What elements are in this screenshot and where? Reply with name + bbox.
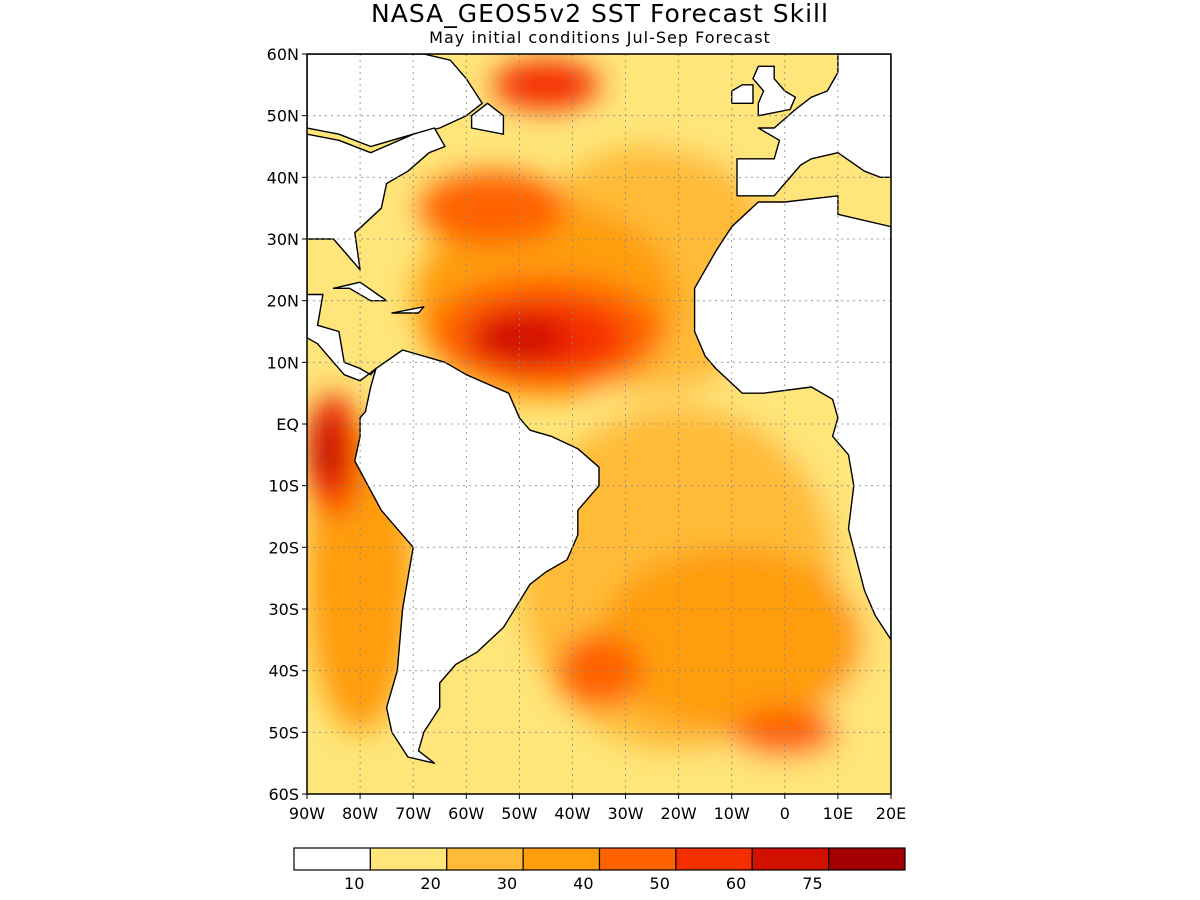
lat-tick-label: 40N (267, 168, 299, 187)
colorbar-swatch-0 (293, 847, 371, 871)
colorbar-label-30: 30 (497, 874, 517, 893)
newfoundland-land (470, 102, 505, 135)
lon-tick-label: 70W (395, 804, 431, 823)
map-subtitle: May initial conditions Jul-Sep Forecast (429, 28, 771, 47)
colorbar-swatch-5 (675, 847, 753, 871)
colorbar-swatch-3 (522, 847, 601, 871)
skill-region-4 (599, 547, 865, 733)
lon-tick-label: 80W (342, 804, 378, 823)
lon-tick-label: 10W (714, 804, 750, 823)
north-america-land (307, 54, 483, 148)
lon-tick-label: 10E (823, 804, 853, 823)
skill-region-8 (556, 633, 642, 708)
colorbar-swatch-1 (369, 847, 448, 871)
lon-tick-label: 30W (607, 804, 643, 823)
colorbar-swatch-7 (828, 847, 906, 871)
lon-tick-label: 20E (876, 804, 906, 823)
lat-tick-label: 10N (267, 353, 299, 372)
hispaniola-land (391, 306, 425, 314)
lat-tick-label: 30S (268, 600, 299, 619)
skill-region-12 (492, 60, 599, 110)
colorbar: 10 20 30 40 50 60 75 (293, 847, 906, 893)
lat-tick-label: 10S (268, 477, 299, 496)
lat-tick-label: 50N (267, 107, 299, 126)
europe-land (736, 54, 891, 197)
south-america-land (354, 349, 600, 764)
colorbar-label-50: 50 (650, 874, 670, 893)
africa-land (693, 195, 891, 641)
lat-tick-label: 60N (267, 45, 299, 64)
colorbar-label-40: 40 (573, 874, 593, 893)
central-america-land (307, 238, 377, 382)
lat-tick-label: 60S (268, 785, 299, 804)
lat-tick-label: EQ (276, 415, 299, 434)
lat-tick-label: 20S (268, 538, 299, 557)
colorbar-label-60: 60 (726, 874, 746, 893)
colorbar-swatch-2 (446, 847, 524, 871)
lon-tick-label: 0 (780, 804, 790, 823)
lon-tick-label: 60W (448, 804, 484, 823)
colorbar-swatch-4 (598, 847, 677, 871)
grid-lines (307, 54, 891, 794)
lat-tick-label: 30N (267, 230, 299, 249)
ireland-land (731, 84, 754, 105)
skill-region-15 (317, 442, 339, 480)
lat-tick-label: 40S (268, 662, 299, 681)
us-east-coast-land (307, 127, 446, 271)
colorbar-swatch-6 (751, 847, 830, 871)
skill-region-7 (418, 171, 568, 246)
colorbar-label-10: 10 (344, 874, 364, 893)
lon-tick-label: 90W (289, 804, 325, 823)
land-layer (307, 54, 891, 764)
lat-tick-label: 20N (267, 292, 299, 311)
lon-tick-label: 20W (661, 804, 697, 823)
colorbar-label-75: 75 (802, 874, 822, 893)
colorbar-label-20: 20 (420, 874, 440, 893)
lat-tick-label: 50S (268, 723, 299, 742)
axis-ticks: 60N 50N 40N 30N 20N 10N EQ 10S 20S 30S 40S 50S 60S90… (267, 45, 907, 823)
lon-tick-label: 40W (554, 804, 590, 823)
lon-tick-label: 50W (501, 804, 537, 823)
map-title: NASA_GEOS5v2 SST Forecast Skill (371, 0, 829, 28)
cuba-land (332, 281, 388, 302)
